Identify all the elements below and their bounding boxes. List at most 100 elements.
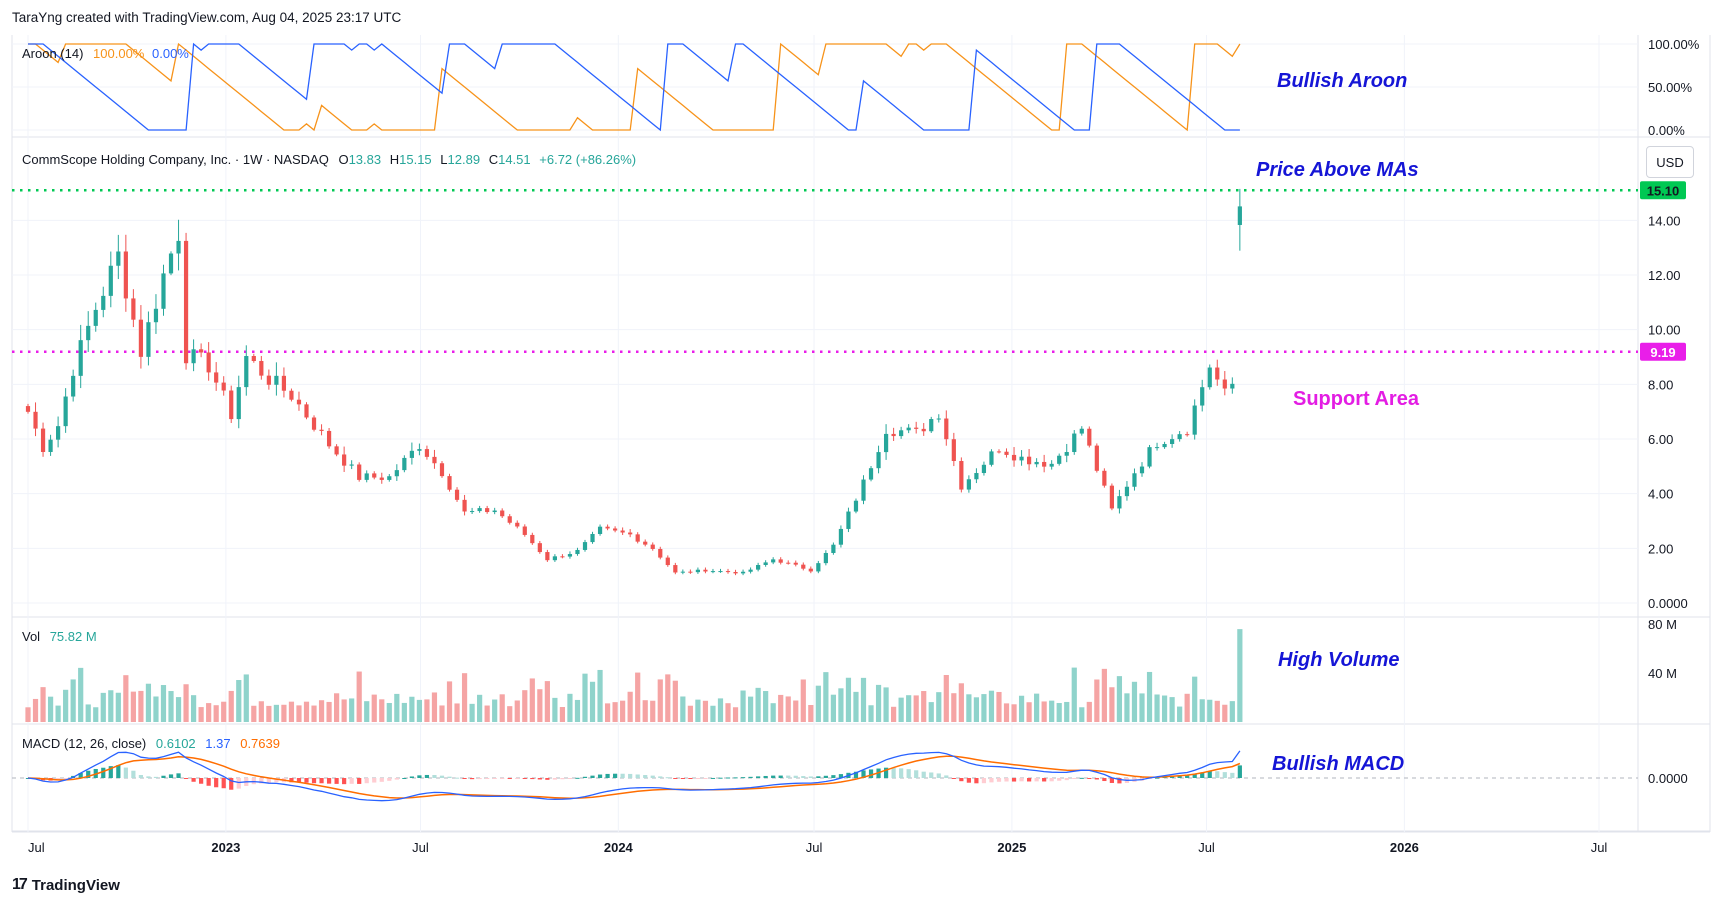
close-label: C: [488, 152, 499, 167]
macd-histogram-bar: [906, 769, 911, 778]
price-axis-tick: 0.0000: [1648, 596, 1688, 611]
volume-bar: [1139, 693, 1145, 722]
volume-bar: [446, 681, 453, 722]
macd-histogram-bar: [891, 767, 896, 778]
volume-bar: [492, 699, 498, 722]
volume-bar: [394, 693, 400, 722]
macd-histogram-bar: [823, 775, 828, 778]
macd-line: [27, 750, 1241, 802]
macd-histogram-bar: [680, 778, 685, 779]
candle-body: [966, 479, 971, 490]
macd-histogram-bar: [703, 778, 708, 779]
candle-body: [116, 251, 121, 266]
volume-bar: [1229, 701, 1235, 722]
volume-bar: [958, 683, 964, 722]
candle-body: [613, 528, 618, 531]
candle-body: [25, 406, 31, 412]
macd-histogram-bar: [740, 777, 746, 779]
macd-histogram-bar: [996, 778, 1002, 782]
macd-signal-value: 0.7639: [240, 736, 280, 751]
macd-histogram-bar: [1200, 772, 1205, 778]
volume-bar: [544, 681, 550, 722]
tradingview-logo[interactable]: 17 TradingView: [12, 876, 120, 894]
macd-histogram-bar: [1004, 778, 1009, 782]
volume-bar: [898, 697, 904, 722]
volume-bar: [559, 707, 566, 722]
candle-body: [161, 273, 166, 309]
macd-histogram-bar: [1042, 778, 1047, 782]
macd-histogram-bar: [1094, 778, 1099, 780]
volume-bar: [1086, 701, 1092, 722]
macd-histogram-bar: [462, 778, 467, 779]
volume-bar: [85, 704, 91, 722]
candle-body: [590, 533, 595, 543]
volume-bar: [823, 672, 829, 722]
volume-bar: [1003, 703, 1010, 722]
volume-bar: [70, 679, 76, 722]
candle-body: [326, 430, 332, 447]
candle-body: [1034, 461, 1039, 465]
volume-bar: [695, 699, 701, 722]
volume-bar: [183, 684, 189, 722]
macd-histogram-bar: [116, 765, 121, 778]
volume-bar: [1177, 706, 1183, 722]
macd-histogram-bar: [786, 775, 791, 778]
volume-bar: [318, 700, 325, 722]
macd-histogram-bar: [108, 766, 113, 778]
macd-histogram-bar: [552, 778, 557, 780]
macd-histogram-bar: [710, 777, 716, 779]
volume-bar: [1237, 629, 1243, 722]
volume-bar: [906, 695, 912, 722]
volume-bar: [597, 669, 603, 722]
candle-body: [131, 298, 136, 320]
aroon-down-value: 0.00%: [152, 46, 189, 61]
macd-histogram-bar: [131, 770, 136, 778]
volume-bar: [657, 679, 663, 722]
candle-body: [665, 557, 670, 566]
volume-bar: [687, 705, 693, 722]
candle-body: [244, 356, 249, 388]
macd-histogram-bar: [199, 778, 204, 784]
macd-histogram-bar: [221, 778, 226, 789]
candle-body: [575, 549, 580, 555]
candle-body: [1177, 434, 1182, 440]
macd-histogram-bar: [665, 777, 670, 779]
macd-histogram-bar: [342, 778, 347, 785]
candle-body: [349, 464, 354, 466]
macd-histogram-bar: [582, 776, 588, 778]
price-axis-tick: 2.00: [1648, 541, 1673, 556]
macd-histogram-bar: [206, 778, 211, 786]
macd-histogram-bar: [86, 770, 91, 778]
candle-body: [552, 556, 557, 561]
volume-bar: [454, 703, 460, 722]
candle-body: [214, 372, 219, 383]
macd-histogram-bar: [838, 774, 844, 778]
volume-bar: [981, 694, 987, 722]
close-value: 14.51: [498, 152, 531, 167]
volume-bar: [334, 693, 340, 722]
volume-bar: [1192, 676, 1198, 722]
volume-bar: [883, 687, 889, 722]
volume-bar: [845, 677, 852, 722]
volume-bar: [507, 706, 513, 722]
macd-histogram-bar: [1222, 772, 1227, 778]
candle-body: [515, 522, 520, 527]
macd-histogram-bar: [643, 775, 648, 778]
candle-body: [33, 411, 38, 429]
currency-button[interactable]: USD: [1646, 146, 1694, 178]
volume-bar: [32, 698, 39, 722]
candle-body: [424, 449, 430, 457]
candle-body: [221, 382, 226, 391]
macd-histogram-bar: [1207, 771, 1212, 778]
volume-bar: [808, 705, 814, 722]
macd-histogram-bar: [372, 778, 377, 783]
volume-bar: [800, 679, 806, 722]
volume-bar: [574, 699, 581, 722]
candle-body: [801, 564, 806, 569]
volume-pane: [25, 629, 1243, 722]
volume-bar: [47, 696, 54, 722]
candle-body: [1087, 428, 1092, 446]
volume-bar: [1056, 703, 1062, 722]
macd-histogram-bar: [387, 778, 392, 781]
candle-body: [93, 309, 98, 326]
